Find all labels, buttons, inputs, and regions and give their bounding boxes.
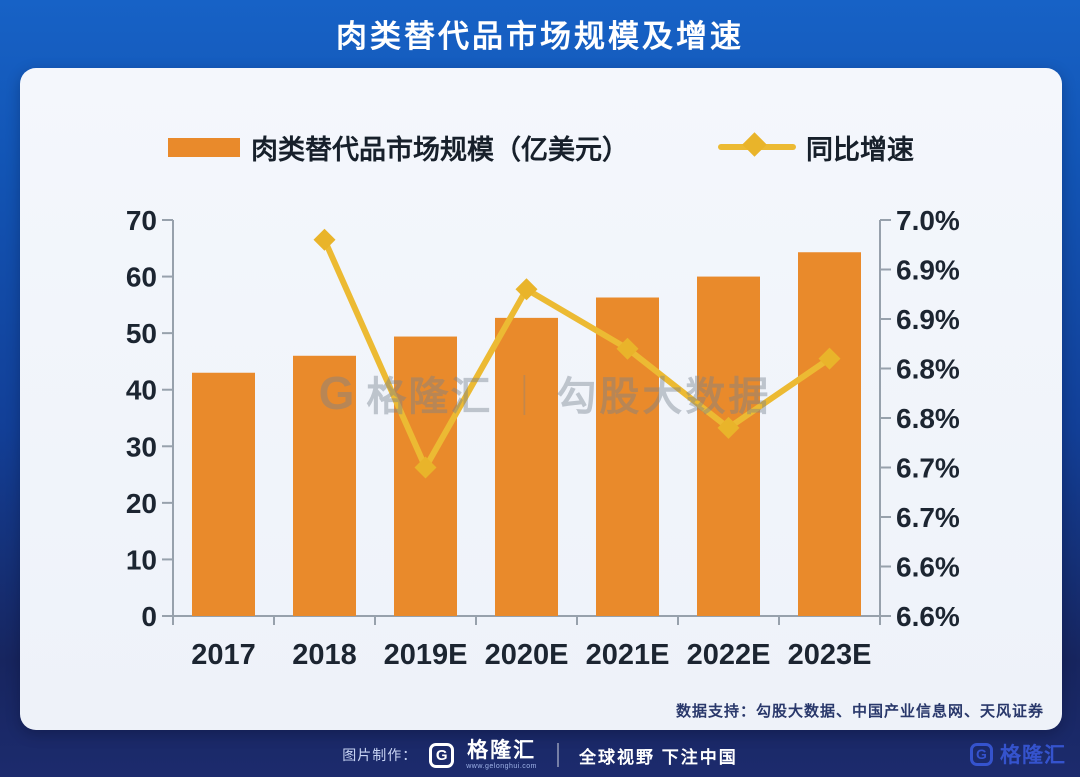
left-tick-label: 60 (126, 262, 157, 293)
bar-2020E (495, 317, 558, 616)
page-title: 肉类替代品市场规模及增速 (336, 18, 744, 54)
divider (557, 743, 560, 767)
bar-2022E (697, 276, 760, 616)
growth-marker-2018 (313, 228, 336, 251)
corner-logo: G 格隆汇 (970, 739, 1066, 769)
left-tick-label: 0 (141, 601, 157, 632)
bar-2018 (293, 355, 356, 616)
brand-name: 格隆汇 (467, 739, 537, 762)
watermark-divider: ｜ (504, 375, 545, 419)
brand-url: www.gelonghui.com (466, 763, 538, 770)
right-tick-label: 7.0% (896, 205, 960, 236)
right-tick-label: 6.7% (896, 453, 960, 484)
gelonghui-logo-icon: G (429, 742, 455, 768)
chart-card: 肉类替代品市场规模（亿美元） 同比增速 0 10 20 30 40 50 60 70 7.0% 6… (20, 68, 1062, 730)
right-tick-label: 6.7% (896, 502, 960, 533)
growth-marker-2023E (818, 347, 841, 370)
x-label-2020E: 2020E (485, 639, 569, 671)
corner-brand-name: 格隆汇 (1000, 744, 1066, 767)
legend-bar-swatch (168, 138, 240, 157)
bottom-bar: 图片制作： G 格隆汇 www.gelonghui.com 全球视野 下注中国 (0, 733, 1080, 777)
corner-g-logo-icon: G (970, 742, 993, 766)
bar-2017 (192, 372, 255, 616)
chart: 0 10 20 30 40 50 60 70 7.0% 6.9% 6.9% 6.8% 6.8% 6.7% 6… (126, 205, 960, 671)
legend-label-market-size: 肉类替代品市场规模（亿美元） (251, 135, 629, 165)
growth-marker-2021E (616, 337, 639, 360)
bar-2023E (798, 252, 861, 616)
watermark-text: 勾股大数据 (556, 375, 772, 419)
left-tick-label: 20 (126, 488, 157, 519)
watermark-brand: 格隆汇 (366, 375, 493, 419)
x-label-2018: 2018 (292, 639, 357, 671)
x-label-2019E: 2019E (384, 639, 468, 671)
x-label-2023E: 2023E (788, 639, 872, 671)
right-tick-label: 6.8% (896, 403, 960, 434)
growth-marker-2022E (717, 416, 740, 439)
left-tick-label: 40 (126, 375, 157, 406)
credit-label: 图片制作： (342, 747, 418, 763)
growth-marker-2020E (515, 278, 538, 301)
left-tick-label: 10 (126, 544, 157, 575)
right-tick-label: 6.9% (896, 255, 960, 286)
right-tick-label: 6.6% (896, 601, 960, 632)
left-tick-label: 30 (126, 431, 157, 462)
slogan: 全球视野 下注中国 (579, 747, 738, 767)
legend-label-growth: 同比增速 (806, 135, 914, 165)
watermark-g-logo-icon: G (318, 367, 355, 419)
brand-block: 格隆汇 www.gelonghui.com (466, 740, 537, 770)
data-source-note: 数据支持：勾股大数据、中国产业信息网、天风证券 (675, 703, 1044, 720)
watermark: G 格隆汇 ｜ 勾股大数据 (319, 364, 772, 422)
left-tick-label: 70 (126, 205, 157, 236)
left-tick-label: 50 (126, 318, 157, 349)
right-tick-label: 6.8% (896, 354, 960, 385)
right-tick-label: 6.9% (896, 304, 960, 335)
x-label-2022E: 2022E (687, 639, 771, 671)
x-label-2021E: 2021E (586, 639, 670, 671)
x-label-2017: 2017 (191, 639, 256, 671)
growth-line (321, 236, 833, 471)
growth-marker-2019E (414, 456, 437, 479)
right-tick-label: 6.6% (896, 552, 960, 583)
